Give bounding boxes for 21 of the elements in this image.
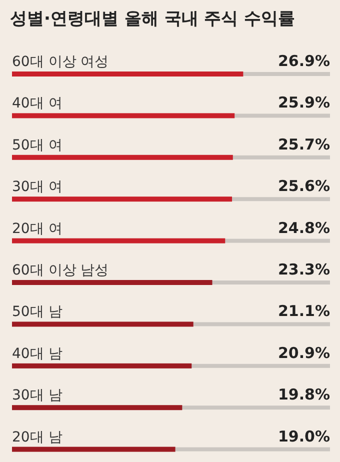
y-tick-label: 50대 여 — [12, 137, 62, 154]
y-tick-label: 30대 여 — [12, 179, 62, 196]
y-tick-label: 40대 남 — [12, 346, 62, 362]
data-label: 20.9% — [278, 344, 330, 362]
data-label: 19.8% — [278, 386, 330, 404]
data-label: 21.1% — [278, 302, 330, 320]
y-tick-label: 20대 여 — [12, 220, 62, 237]
data-label: 25.7% — [278, 135, 330, 154]
data-label: 25.9% — [278, 94, 330, 112]
data-label: 24.8% — [278, 218, 330, 237]
chart-title: 성별·연령대별 올해 국내 주식 수익률 — [10, 9, 296, 29]
y-tick-label: 60대 이상 여성 — [12, 54, 109, 70]
y-tick-label: 30대 남 — [12, 388, 62, 404]
y-tick-label: 50대 남 — [12, 304, 62, 320]
y-tick-label: 40대 여 — [12, 96, 62, 112]
y-tick-label: 20대 남 — [12, 429, 62, 446]
data-label: 26.9% — [278, 52, 330, 70]
data-label: 23.3% — [278, 260, 330, 278]
data-label: 25.6% — [278, 177, 330, 196]
data-label: 19.0% — [278, 427, 330, 446]
y-tick-label: 60대 이상 남성 — [12, 262, 109, 278]
